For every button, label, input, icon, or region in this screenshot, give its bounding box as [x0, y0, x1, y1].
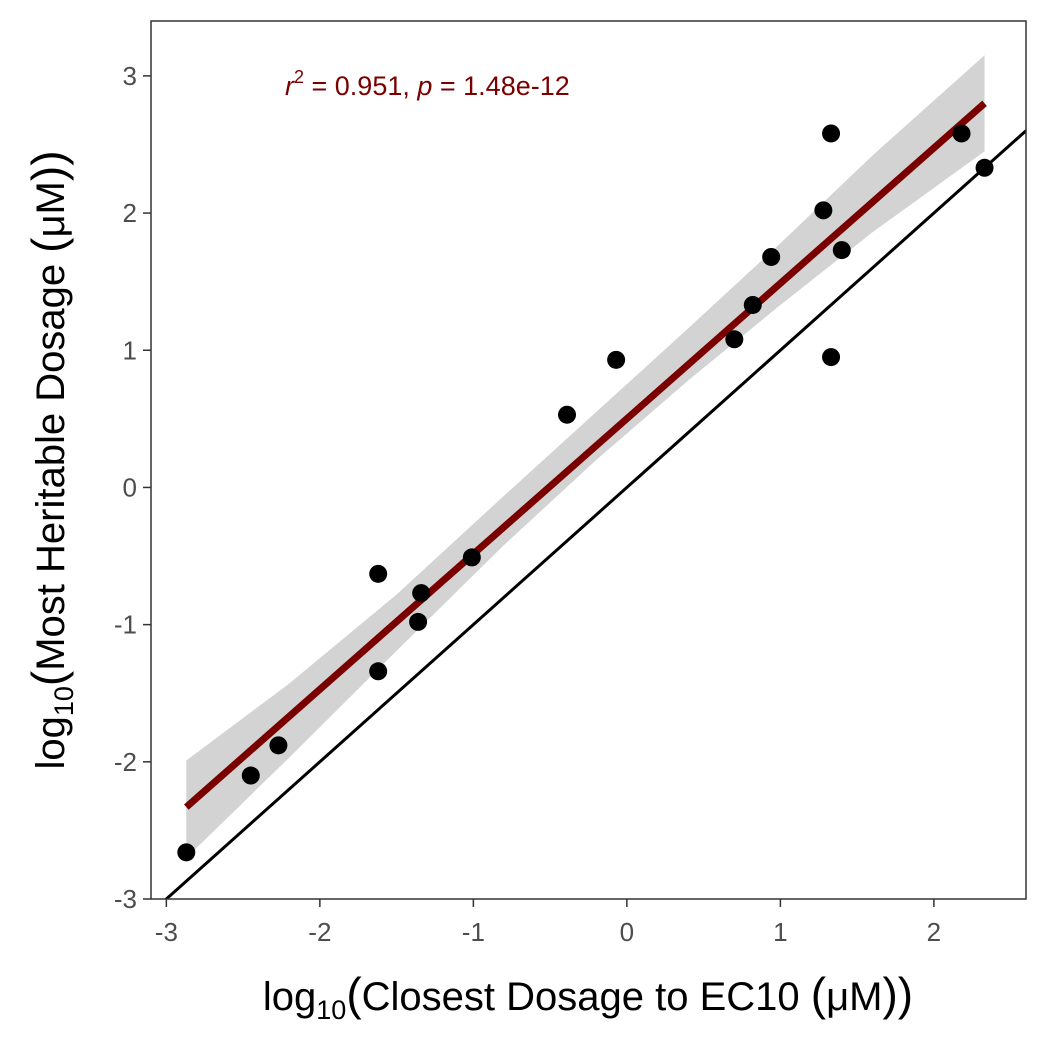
data-point [607, 350, 626, 369]
data-point [952, 124, 971, 143]
regression-line [183, 100, 987, 810]
data-point [814, 201, 833, 220]
y-tick-label: 0 [123, 472, 137, 502]
data-point [832, 241, 851, 260]
x-tick-label: 1 [773, 917, 787, 947]
data-point [177, 843, 196, 862]
data-point [725, 330, 744, 349]
data-point [462, 548, 481, 567]
p-value: = 1.48e-12 [432, 71, 569, 101]
y-tick-label: -2 [114, 747, 137, 777]
y-axis-title: log10(Most Heritable Dosage (μM)) [22, 150, 79, 769]
x-tick-label: 0 [620, 917, 634, 947]
data-point [241, 766, 260, 785]
x-axis-title: log10(Closest Dosage to EC10 (μM)) [263, 968, 913, 1025]
x-tick-label: -1 [462, 917, 485, 947]
data-point [369, 662, 388, 681]
data-point [762, 247, 781, 266]
p-symbol: p [416, 71, 432, 101]
data-point [743, 295, 762, 314]
r-symbol: r [285, 71, 295, 101]
y-tick-label: 3 [123, 61, 137, 91]
plot-panel [164, 55, 1026, 899]
y-tick-label: -1 [114, 610, 137, 640]
data-point [369, 564, 388, 583]
fit-statistics-annotation: r2 = 0.951, p = 1.48e-12 [285, 67, 570, 101]
x-tick-label: -3 [155, 917, 178, 947]
data-point [822, 348, 841, 367]
data-point [558, 405, 577, 424]
panel-border [150, 20, 1027, 900]
x-tick-label: 2 [927, 917, 941, 947]
data-point [269, 736, 288, 755]
x-tick-label: -2 [308, 917, 331, 947]
y-tick-label: -3 [114, 884, 137, 914]
data-point [409, 612, 428, 631]
data-point [822, 124, 841, 143]
r-value: = 0.951, [304, 71, 417, 101]
r-exponent: 2 [294, 67, 304, 87]
axes: -3 -2 -1 0 1 2 -3 -2 -1 0 1 2 3 [114, 61, 941, 947]
data-point [412, 584, 431, 603]
y-tick-label: 2 [123, 198, 137, 228]
identity-line [164, 129, 1026, 899]
y-tick-label: 1 [123, 335, 137, 365]
data-point [975, 158, 994, 177]
